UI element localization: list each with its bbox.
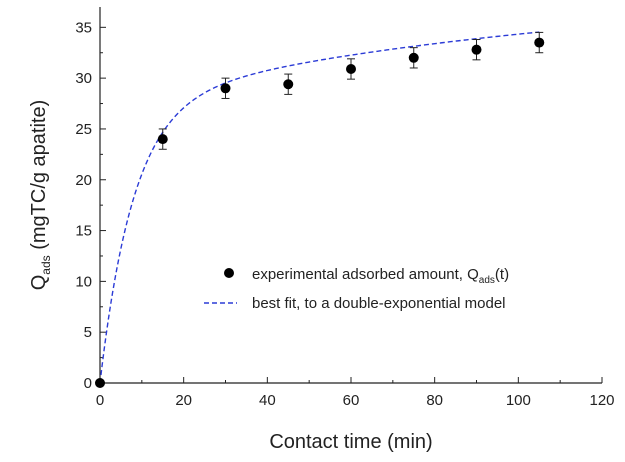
data-point xyxy=(283,79,294,90)
plot-area: 0 20 40 60 80 100 120 0 5 10 15 20 25 30 35 xyxy=(75,7,615,409)
data-point xyxy=(534,37,545,48)
y-tick-label: 15 xyxy=(75,223,92,240)
y-tick-label: 0 xyxy=(84,375,92,392)
y-tick-label: 30 xyxy=(75,70,92,87)
x-axis-title: Contact time (min) xyxy=(269,431,432,453)
fit-curve-layer xyxy=(99,31,540,384)
legend-marker-experimental xyxy=(224,268,234,278)
x-tick-label: 60 xyxy=(343,392,360,409)
y-tick-label: 20 xyxy=(75,172,92,189)
x-tick-label: 40 xyxy=(259,392,276,409)
y-axis-title-suffix: (mgTC/g apatite) xyxy=(28,100,50,256)
y-tick-label: 25 xyxy=(75,121,92,138)
y-axis-title: Qads (mgTC/g apatite) xyxy=(28,100,53,291)
legend-label-fit: best fit, to a double-exponential model xyxy=(252,295,506,312)
x-tick-label: 20 xyxy=(175,392,192,409)
legend-label-experimental-subscript: ads xyxy=(479,275,495,286)
data-point xyxy=(157,134,168,145)
data-point xyxy=(346,63,356,74)
data-point xyxy=(471,44,482,55)
data-points-layer xyxy=(95,31,545,388)
x-tick-label: 100 xyxy=(506,392,531,409)
legend-label-experimental-suffix: (t) xyxy=(495,266,509,283)
x-tick-label: 80 xyxy=(426,392,443,409)
x-axis-ticks: 0 20 40 60 80 100 120 xyxy=(96,377,615,409)
legend-label-experimental: experimental adsorbed amount, Qads(t) xyxy=(252,266,509,286)
y-tick-label: 10 xyxy=(75,273,92,290)
legend: experimental adsorbed amount, Qads(t) be… xyxy=(204,266,509,312)
y-axis-title-prefix: Q xyxy=(28,275,50,291)
x-tick-label: 0 xyxy=(96,392,104,409)
y-tick-label: 5 xyxy=(84,324,92,341)
legend-label-experimental-prefix: experimental adsorbed amount, Q xyxy=(252,266,479,283)
data-point xyxy=(408,52,419,63)
y-axis-title-subscript: ads xyxy=(39,255,53,274)
data-point xyxy=(220,83,231,94)
x-tick-label: 120 xyxy=(589,392,614,409)
fit-curve xyxy=(99,31,540,384)
y-tick-label: 35 xyxy=(75,19,92,36)
y-axis-ticks: 0 5 10 15 20 25 30 35 xyxy=(75,19,106,392)
data-point xyxy=(95,378,105,388)
